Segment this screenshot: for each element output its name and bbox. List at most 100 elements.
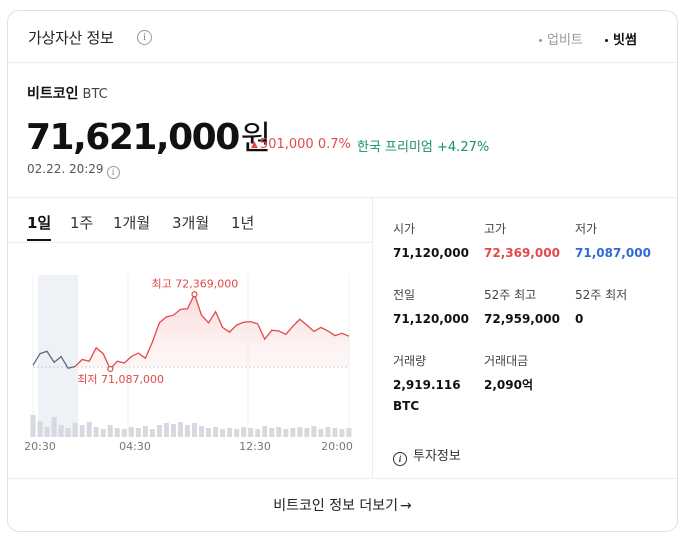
stat-52w-high: 52주 최고 72,959,000	[484, 286, 560, 330]
info-circle-icon[interactable]: i	[137, 30, 152, 45]
tabs-underline	[8, 242, 372, 243]
stat-52w-low: 52주 최저 0	[575, 286, 627, 330]
volume-bar	[262, 426, 268, 437]
timestamp-text: 02.22. 20:29	[27, 162, 104, 176]
price-chart-svg: 최고 72,369,000 최저 71,087,000 20:30 04:30 12:3…	[24, 275, 353, 453]
low-label: 최저 71,087,000	[77, 373, 164, 386]
info-circle-icon[interactable]: i	[106, 166, 120, 179]
volume-bar	[128, 427, 134, 437]
price-area-fill	[75, 294, 349, 369]
source-label: 업비트	[547, 33, 583, 48]
volume-bar	[58, 425, 64, 437]
stat-value: 0	[575, 312, 584, 326]
previous-session-line	[32, 350, 76, 369]
high-marker	[191, 291, 198, 298]
tab-1w[interactable]: 1주	[70, 214, 94, 232]
info-icon: i	[393, 452, 407, 466]
stat-value: 2,090억	[484, 378, 533, 392]
volume-bar	[100, 429, 106, 437]
arrow-right-icon: →	[400, 498, 412, 514]
volume-bar	[44, 427, 50, 437]
previous-session-shade	[38, 275, 78, 437]
stat-value: 72,959,000	[484, 312, 560, 326]
invest-info-label: 투자정보	[413, 449, 461, 464]
volume-bar	[51, 417, 57, 437]
volume-bar	[325, 427, 331, 437]
price-chart[interactable]: 최고 72,369,000 최저 71,087,000 20:30 04:30 12:3…	[8, 243, 372, 475]
stat-label: 전일	[393, 288, 416, 302]
volume-bar	[184, 425, 190, 437]
volume-bar	[199, 426, 205, 437]
stats-panel: 시가 71,120,000 고가 72,369,000 저가 71,087,00…	[373, 197, 677, 478]
volume-bar	[276, 427, 282, 437]
stat-value: 71,120,000	[393, 312, 469, 326]
volume-bar	[93, 427, 99, 437]
stat-amount: 거래대금 2,090억	[484, 352, 533, 396]
x-tick-label: 20:30	[24, 440, 56, 453]
card-header: 가상자산 정보 i 업비트 빗썸	[8, 11, 677, 63]
high-label: 최고 72,369,000	[152, 277, 239, 290]
price-unit: 원	[240, 118, 271, 157]
stat-low: 저가 71,087,000	[575, 220, 651, 264]
source-bithumb-button[interactable]: 빗썸	[605, 29, 637, 48]
change-amount: 501,000	[259, 137, 314, 152]
volume-bar	[135, 428, 141, 437]
stat-volume: 거래량 2,919.116 BTC	[393, 352, 473, 417]
volume-bar	[304, 428, 310, 437]
source-label: 빗썸	[613, 33, 637, 48]
tab-3m[interactable]: 3개월	[172, 214, 210, 232]
change-percent: 0.7%	[317, 137, 351, 152]
volume-bar	[79, 425, 85, 437]
volume-bar	[192, 423, 198, 437]
volume-bar	[30, 415, 36, 437]
volume-bar	[339, 429, 345, 437]
volume-bar	[86, 422, 92, 437]
x-tick-label: 12:30	[239, 440, 271, 453]
stat-value: 72,369,000	[484, 246, 560, 260]
stat-label: 고가	[484, 222, 507, 236]
stat-value: 2,919.116 BTC	[393, 378, 461, 413]
source-upbit-button[interactable]: 업비트	[539, 29, 583, 48]
more-info-button[interactable]: 비트코인 정보 더보기 →	[8, 479, 677, 531]
volume-bar	[248, 428, 254, 437]
price-value: 71,621,000	[26, 117, 240, 158]
price-change: ▲ 501,000 0.7%	[251, 137, 351, 152]
stat-value: 71,087,000	[575, 246, 651, 260]
tab-1d[interactable]: 1일	[27, 214, 52, 241]
coin-name-label: 비트코인	[27, 86, 79, 102]
tab-1y[interactable]: 1년	[231, 214, 255, 232]
more-info-label: 비트코인 정보 더보기	[273, 498, 399, 514]
stat-high: 고가 72,369,000	[484, 220, 560, 264]
stat-label: 52주 최고	[484, 288, 537, 302]
volume-bar	[227, 428, 233, 437]
volume-bar	[346, 428, 352, 437]
volume-bar	[290, 428, 296, 437]
volume-bar	[156, 425, 162, 437]
volume-bar	[241, 427, 247, 437]
coin-name: 비트코인 BTC	[27, 83, 108, 103]
volume-bar	[318, 429, 324, 437]
volume-bar	[65, 428, 71, 437]
card-title: 가상자산 정보	[28, 29, 114, 47]
current-price: 71,621,000원	[26, 111, 271, 159]
stat-value: 71,120,000	[393, 246, 469, 260]
volume-bar	[234, 429, 240, 437]
volume-bar	[177, 422, 183, 437]
volume-bar	[170, 424, 176, 437]
invest-info-link[interactable]: i 투자정보	[393, 445, 461, 466]
volume-bar	[283, 429, 289, 437]
stat-open: 시가 71,120,000	[393, 220, 469, 264]
volume-bar	[37, 421, 43, 437]
divider	[8, 478, 677, 479]
tab-1m[interactable]: 1개월	[113, 214, 151, 232]
x-tick-label: 20:00	[321, 440, 353, 453]
stat-label: 52주 최저	[575, 288, 628, 302]
kimchi-premium: 한국 프리미엄 +4.27%	[357, 140, 490, 155]
volume-bar	[163, 423, 169, 437]
volume-bar	[107, 425, 113, 437]
crypto-info-card: 가상자산 정보 i 업비트 빗썸 비트코인 BTC 71,621,000원 ▲ 50…	[7, 10, 678, 532]
volume-bar	[206, 428, 212, 437]
up-triangle-icon: ▲	[251, 140, 258, 150]
volume-bar	[255, 429, 261, 437]
stat-label: 시가	[393, 222, 416, 236]
